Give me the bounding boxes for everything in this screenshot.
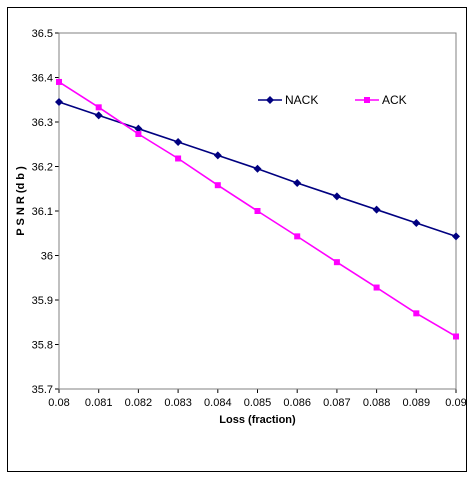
legend-label: NACK <box>285 93 318 107</box>
data-point <box>95 104 102 111</box>
series-layer <box>55 78 460 340</box>
data-point <box>373 284 380 291</box>
data-point <box>412 219 421 228</box>
data-point <box>293 178 302 187</box>
data-point <box>135 131 142 138</box>
x-tick-label: 0.088 <box>363 397 391 409</box>
x-axis-ticks: 0.08 0.081 0.082 0.083 0.084 0.085 0.086 0.087 0… <box>48 389 467 409</box>
y-tick-label: 36.1 <box>32 206 53 218</box>
legend-marker <box>364 97 370 103</box>
x-tick-label: 0.086 <box>283 397 311 409</box>
y-tick-label: 36 <box>41 251 53 263</box>
x-axis-title: Loss (fraction) <box>219 414 296 426</box>
y-tick-label: 35.9 <box>32 295 53 307</box>
data-point <box>213 151 222 160</box>
legend-label: ACK <box>382 93 407 107</box>
data-point <box>453 333 459 340</box>
y-axis-ticks: 35.7 35.8 35.9 36 36.1 36.2 36.3 36.4 36.5 <box>32 28 59 396</box>
legend-item-ack: ACK <box>355 93 407 107</box>
data-point <box>94 111 103 120</box>
x-tick-label: 0.085 <box>244 397 272 409</box>
y-tick-label: 35.8 <box>32 340 53 352</box>
series-ack <box>56 78 459 340</box>
data-point <box>332 192 341 201</box>
data-point <box>56 78 62 85</box>
legend-item-nack: NACK <box>258 93 318 107</box>
plot-area <box>58 32 457 390</box>
x-tick-label: 0.09 <box>445 397 466 409</box>
y-tick-label: 35.7 <box>32 384 53 396</box>
data-point <box>254 208 261 214</box>
data-point <box>333 259 340 266</box>
x-tick-label: 0.081 <box>85 397 113 409</box>
chart-frame <box>7 7 467 472</box>
data-point <box>253 164 262 173</box>
data-point <box>452 232 460 241</box>
x-tick-label: 0.083 <box>164 397 192 409</box>
data-point <box>294 233 301 240</box>
legend: NACK ACK <box>258 93 407 107</box>
x-tick-label: 0.089 <box>403 397 431 409</box>
data-point <box>413 310 420 317</box>
data-point <box>372 205 381 214</box>
y-axis-title: P S N R (d b ) <box>15 166 27 236</box>
legend-marker <box>266 96 274 104</box>
x-tick-label: 0.082 <box>125 397 153 409</box>
data-point <box>174 138 183 147</box>
data-point <box>55 97 63 106</box>
y-tick-label: 36.4 <box>32 73 53 85</box>
y-tick-label: 36.2 <box>32 162 53 174</box>
data-point <box>134 124 143 133</box>
data-point <box>175 155 182 162</box>
y-tick-label: 36.5 <box>32 28 53 40</box>
data-point <box>214 182 221 189</box>
x-tick-label: 0.087 <box>323 397 351 409</box>
y-tick-label: 36.3 <box>32 117 53 129</box>
x-tick-label: 0.084 <box>204 397 232 409</box>
x-tick-label: 0.08 <box>48 397 69 409</box>
